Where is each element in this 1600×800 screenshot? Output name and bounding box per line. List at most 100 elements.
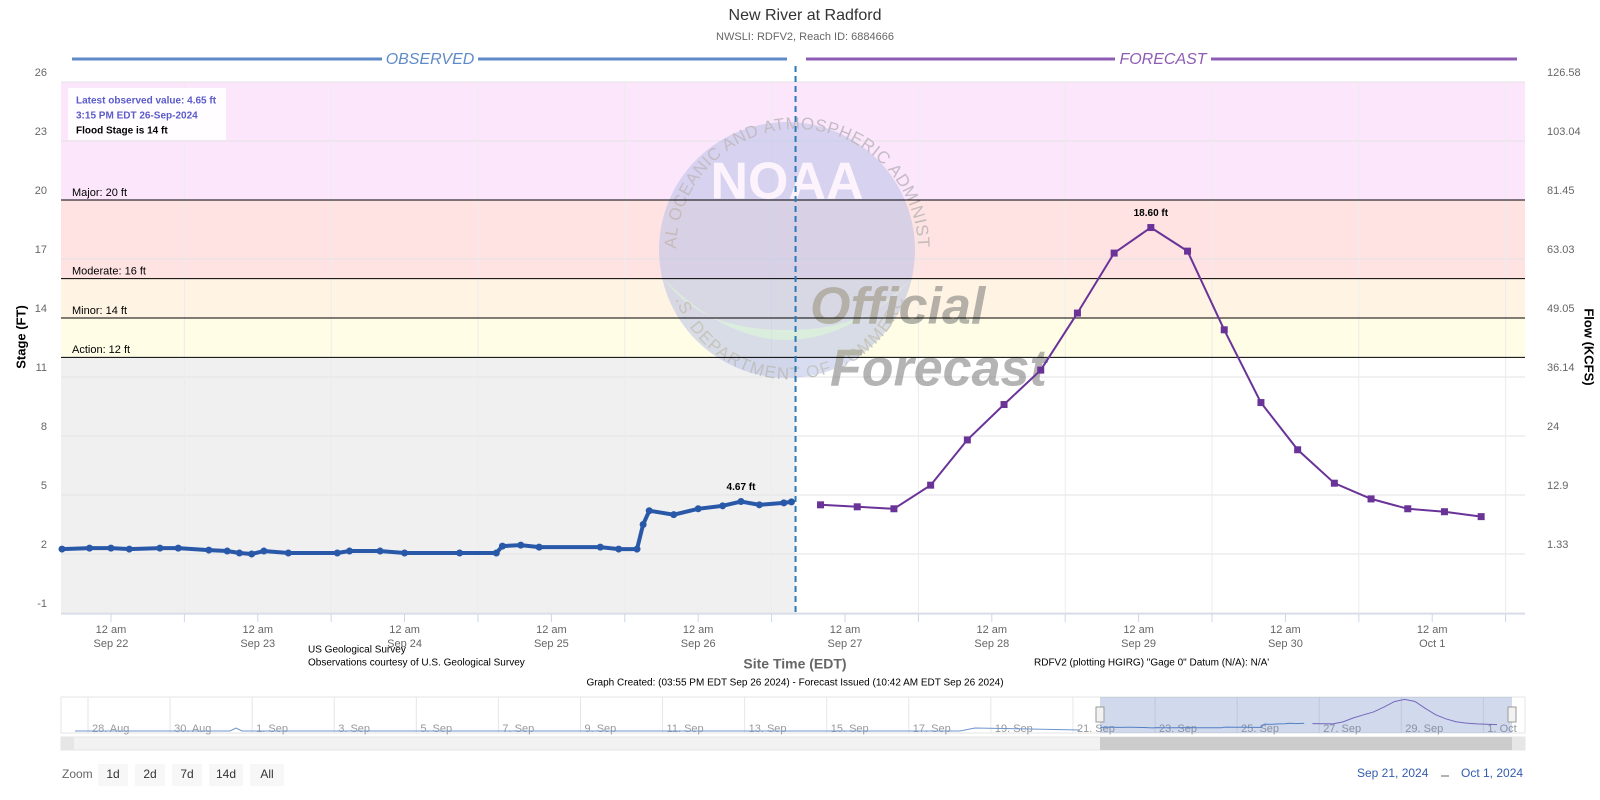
navigator-label: 25. Sep: [1241, 723, 1279, 735]
x-tick-date: Sep 28: [974, 638, 1009, 650]
zoom-button-label[interactable]: All: [260, 767, 273, 781]
y-tick-label: -1: [37, 598, 47, 610]
y2-tick-label: 24: [1547, 421, 1559, 433]
data-point: [1294, 446, 1302, 454]
data-point: [633, 545, 641, 553]
navigator-line: [1312, 698, 1498, 726]
y-tick-label: 11: [36, 362, 47, 374]
data-point: [346, 547, 354, 555]
data-point: [456, 549, 464, 557]
y2-tick-label: 36.14: [1547, 362, 1575, 374]
data-point: [107, 544, 115, 552]
data-point: [156, 544, 164, 552]
y-tick-label: 14: [35, 303, 47, 315]
data-point: [248, 550, 256, 558]
y-tick-label: 5: [41, 480, 47, 492]
navigator-handle[interactable]: [1095, 706, 1105, 723]
y-tick-label: 20: [35, 185, 47, 197]
x-tick-label: 12 am: [389, 624, 420, 636]
section-label: OBSERVED: [386, 51, 475, 68]
y-tick-label: 17: [35, 244, 47, 256]
data-point: [755, 501, 763, 509]
y-axis-title: Stage (FT): [13, 305, 28, 369]
navigator-label: 9. Sep: [584, 723, 616, 735]
y2-tick-label: 126.58: [1547, 67, 1581, 79]
data-point: [1404, 505, 1412, 513]
data-point: [223, 547, 231, 555]
data-point: [615, 545, 623, 553]
navigator-label: 15. Sep: [831, 723, 869, 735]
data-point: [260, 547, 268, 555]
x-tick-date: Sep 23: [240, 638, 275, 650]
navigator-label: 5. Sep: [420, 723, 452, 735]
section-label-bg: [1115, 50, 1211, 68]
navigator-line: [1100, 722, 1305, 729]
chart-title: New River at Radford: [729, 7, 882, 24]
scrollbar-button[interactable]: [1512, 737, 1525, 750]
data-point: [58, 545, 66, 553]
threshold-label: Moderate: 16 ft: [72, 266, 146, 278]
data-point: [333, 549, 341, 557]
zoom-button[interactable]: [209, 764, 243, 786]
zoom-button-label[interactable]: 1d: [106, 767, 119, 781]
watermark-logo-text: NOAA: [710, 153, 863, 211]
zoom-label: Zoom: [62, 767, 93, 781]
navigator-selection[interactable]: [1100, 697, 1512, 733]
navigator-label: 17. Sep: [913, 723, 951, 735]
data-point: [235, 549, 243, 557]
navigator-label: 23. Sep: [1159, 723, 1197, 735]
data-point: [1110, 249, 1118, 257]
zoom-button[interactable]: [135, 764, 165, 786]
data-point: [596, 543, 604, 551]
data-point: [376, 547, 384, 555]
data-point: [535, 543, 543, 551]
navigator-label: 21. Sep: [1077, 723, 1115, 735]
info-box: [68, 88, 226, 140]
data-point: [86, 544, 94, 552]
scrollbar-thumb[interactable]: [1100, 737, 1512, 750]
zoom-button[interactable]: [98, 764, 128, 786]
section-label-bg: [382, 50, 478, 68]
zoom-button[interactable]: [250, 764, 284, 786]
data-label: 18.60 ft: [1134, 208, 1169, 219]
data-point: [694, 505, 702, 513]
zoom-button-label[interactable]: 7d: [180, 767, 193, 781]
x-tick-label: 12 am: [242, 624, 273, 636]
zoom-button-label[interactable]: 14d: [216, 767, 236, 781]
y2-tick-label: 103.04: [1547, 126, 1581, 138]
data-point: [1440, 508, 1448, 516]
data-point: [963, 436, 971, 444]
range-start[interactable]: Sep 21, 2024: [1357, 766, 1429, 780]
threshold-label: Action: 12 ft: [72, 344, 130, 356]
x-tick-label: 12 am: [1123, 624, 1154, 636]
credit-text: Observations courtesy of U.S. Geological…: [308, 658, 525, 669]
data-point: [401, 549, 409, 557]
x-tick-date: Sep 27: [828, 638, 863, 650]
navigator-handle[interactable]: [1507, 706, 1517, 723]
x-tick-label: 12 am: [830, 624, 861, 636]
data-point: [174, 544, 182, 552]
data-point: [890, 505, 898, 513]
threshold-label: Major: 20 ft: [72, 187, 127, 199]
navigator-label: 11. Sep: [667, 723, 704, 735]
info-text: Flood Stage is 14 ft: [76, 126, 168, 137]
data-point: [853, 503, 861, 511]
watermark-logo: [659, 122, 915, 378]
data-point: [1184, 247, 1192, 255]
navigator-label: 1. Oct: [1487, 723, 1516, 735]
scrollbar-button[interactable]: [61, 737, 74, 750]
data-point: [817, 501, 825, 509]
range-end[interactable]: Oct 1, 2024: [1461, 766, 1523, 780]
x-tick-date: Sep 24: [387, 638, 422, 650]
x-tick-label: 12 am: [1417, 624, 1448, 636]
data-point: [517, 541, 525, 549]
data-point: [284, 549, 292, 557]
data-point: [670, 511, 678, 519]
x-tick-date: Sep 26: [681, 638, 716, 650]
navigator-label: 13. Sep: [749, 723, 787, 735]
zoom-button[interactable]: [172, 764, 202, 786]
data-point: [1220, 326, 1228, 334]
zoom-button-label[interactable]: 2d: [143, 767, 156, 781]
chart-subtitle: NWSLI: RDFV2, Reach ID: 6884666: [716, 31, 894, 43]
